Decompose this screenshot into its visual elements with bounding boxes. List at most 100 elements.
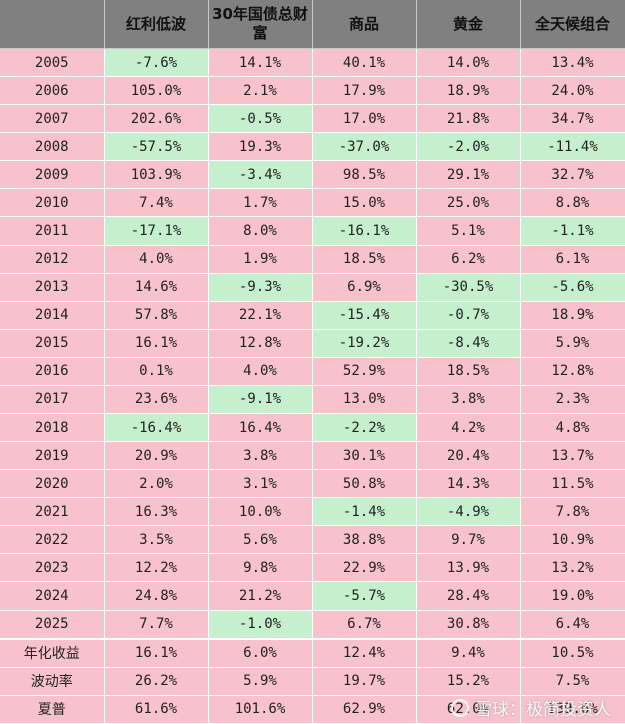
value-cell: 7.4% bbox=[104, 188, 209, 218]
year-label: 2013 bbox=[0, 273, 105, 302]
year-label: 2006 bbox=[0, 76, 105, 106]
value-cell: 18.5% bbox=[416, 357, 521, 386]
value-cell: 2.3% bbox=[520, 385, 625, 415]
year-label: 2015 bbox=[0, 329, 105, 358]
year-row: 2016 0.1% 4.0% 52.9% 18.5% 12.8% bbox=[0, 357, 625, 386]
value-cell: 13.2% bbox=[520, 553, 625, 583]
value-cell: 40.1% bbox=[312, 48, 417, 78]
value-cell: 14.6% bbox=[104, 273, 209, 302]
value-cell: -15.4% bbox=[312, 301, 417, 330]
value-cell: 11.5% bbox=[520, 469, 625, 499]
value-cell: -3.4% bbox=[208, 160, 313, 190]
value-cell: 18.5% bbox=[312, 245, 417, 274]
value-cell: 30.8% bbox=[416, 610, 521, 640]
value-cell: 29.1% bbox=[416, 160, 521, 190]
value-cell: 3.8% bbox=[416, 385, 521, 415]
summary-row: 波动率 26.2% 5.9% 19.7% 15.2% 7.5% bbox=[0, 667, 625, 696]
value-cell: -11.4% bbox=[520, 132, 625, 162]
value-cell: 19.7% bbox=[312, 667, 417, 696]
value-cell: -57.5% bbox=[104, 132, 209, 162]
year-row: 2019 20.9% 3.8% 30.1% 20.4% 13.7% bbox=[0, 441, 625, 471]
year-label: 2014 bbox=[0, 301, 105, 330]
value-cell: 4.2% bbox=[416, 413, 521, 443]
value-cell: 7.5% bbox=[520, 667, 625, 696]
value-cell: 50.8% bbox=[312, 469, 417, 499]
column-header: 黄金 bbox=[416, 0, 521, 49]
value-cell: -1.1% bbox=[520, 216, 625, 246]
value-cell: 21.8% bbox=[416, 104, 521, 134]
watermark: 雪球：极简投资人 bbox=[451, 695, 611, 720]
value-cell: 6.0% bbox=[208, 637, 313, 668]
value-cell: 18.9% bbox=[520, 301, 625, 330]
year-row: 2018 -16.4% 16.4% -2.2% 4.2% 4.8% bbox=[0, 413, 625, 443]
value-cell: 14.3% bbox=[416, 469, 521, 499]
value-cell: 34.7% bbox=[520, 104, 625, 134]
column-header: 全天候组合 bbox=[520, 0, 625, 49]
value-cell: 5.9% bbox=[208, 667, 313, 696]
value-cell: 6.4% bbox=[520, 610, 625, 640]
value-cell: 6.9% bbox=[312, 273, 417, 302]
year-label: 2019 bbox=[0, 441, 105, 471]
value-cell: 22.9% bbox=[312, 553, 417, 583]
value-cell: 22.1% bbox=[208, 301, 313, 330]
value-cell: 19.3% bbox=[208, 132, 313, 162]
value-cell: 14.0% bbox=[416, 48, 521, 78]
metric-label: 夏普 bbox=[0, 695, 105, 724]
value-cell: 10.0% bbox=[208, 497, 313, 527]
year-row: 2015 16.1% 12.8% -19.2% -8.4% 5.9% bbox=[0, 329, 625, 358]
value-cell: 8.0% bbox=[208, 216, 313, 246]
value-cell: 12.2% bbox=[104, 553, 209, 583]
value-cell: -19.2% bbox=[312, 329, 417, 358]
value-cell: -17.1% bbox=[104, 216, 209, 246]
value-cell: 9.7% bbox=[416, 525, 521, 555]
value-cell: 62.9% bbox=[312, 695, 417, 724]
value-cell: 15.2% bbox=[416, 667, 521, 696]
value-cell: 32.7% bbox=[520, 160, 625, 190]
value-cell: -9.3% bbox=[208, 273, 313, 302]
value-cell: -9.1% bbox=[208, 385, 313, 415]
value-cell: 19.0% bbox=[520, 581, 625, 611]
value-cell: 12.4% bbox=[312, 637, 417, 668]
value-cell: -16.1% bbox=[312, 216, 417, 246]
value-cell: 12.8% bbox=[208, 329, 313, 358]
year-label: 2008 bbox=[0, 132, 105, 162]
year-row: 2011 -17.1% 8.0% -16.1% 5.1% -1.1% bbox=[0, 216, 625, 246]
value-cell: -1.0% bbox=[208, 610, 313, 640]
value-cell: 57.8% bbox=[104, 301, 209, 330]
value-cell: 7.7% bbox=[104, 610, 209, 640]
value-cell: 4.8% bbox=[520, 413, 625, 443]
value-cell: 3.8% bbox=[208, 441, 313, 471]
value-cell: -16.4% bbox=[104, 413, 209, 443]
year-label: 2010 bbox=[0, 188, 105, 218]
value-cell: -30.5% bbox=[416, 273, 521, 302]
year-label: 2022 bbox=[0, 525, 105, 555]
value-cell: -2.2% bbox=[312, 413, 417, 443]
year-row: 2025 7.7% -1.0% 6.7% 30.8% 6.4% bbox=[0, 610, 625, 640]
value-cell: 30.1% bbox=[312, 441, 417, 471]
value-cell: 52.9% bbox=[312, 357, 417, 386]
value-cell: 3.5% bbox=[104, 525, 209, 555]
year-label: 2005 bbox=[0, 48, 105, 78]
column-header: 红利低波 bbox=[104, 0, 209, 49]
value-cell: -5.7% bbox=[312, 581, 417, 611]
value-cell: 21.2% bbox=[208, 581, 313, 611]
value-cell: 6.1% bbox=[520, 245, 625, 274]
year-row: 2014 57.8% 22.1% -15.4% -0.7% 18.9% bbox=[0, 301, 625, 330]
value-cell: 5.9% bbox=[520, 329, 625, 358]
value-cell: -0.7% bbox=[416, 301, 521, 330]
value-cell: -8.4% bbox=[416, 329, 521, 358]
value-cell: 18.9% bbox=[416, 76, 521, 106]
value-cell: 6.2% bbox=[416, 245, 521, 274]
value-cell: 1.9% bbox=[208, 245, 313, 274]
value-cell: 1.7% bbox=[208, 188, 313, 218]
value-cell: 28.4% bbox=[416, 581, 521, 611]
value-cell: 20.4% bbox=[416, 441, 521, 471]
year-row: 2023 12.2% 9.8% 22.9% 13.9% 13.2% bbox=[0, 553, 625, 583]
value-cell: 7.8% bbox=[520, 497, 625, 527]
value-cell: 2.1% bbox=[208, 76, 313, 106]
snowball-logo-icon bbox=[451, 698, 469, 717]
value-cell: 38.8% bbox=[312, 525, 417, 555]
value-cell: 103.9% bbox=[104, 160, 209, 190]
year-label: 2009 bbox=[0, 160, 105, 190]
